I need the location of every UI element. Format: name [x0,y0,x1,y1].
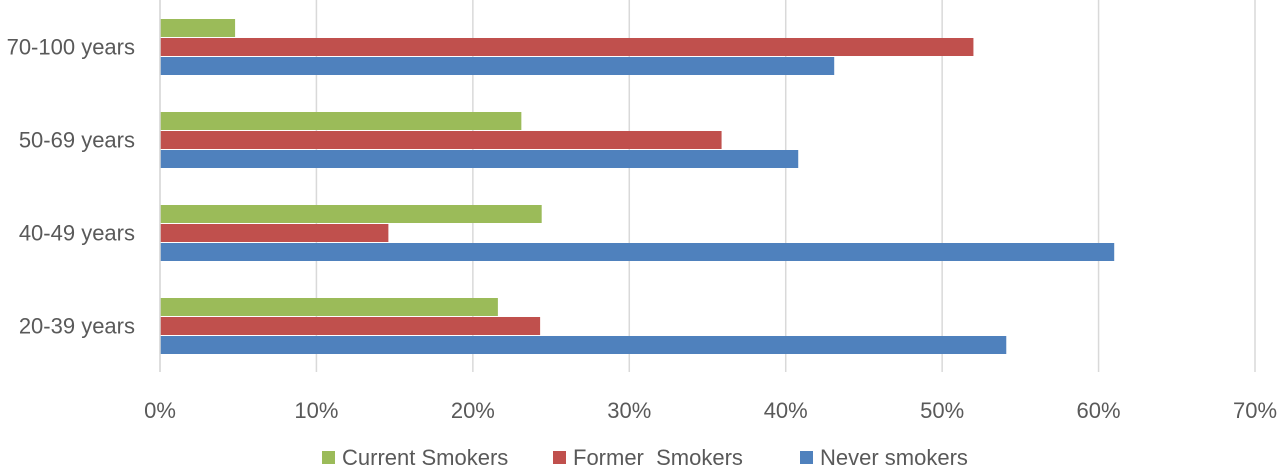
bar-former-smokers [160,224,389,242]
bar-current-smokers [160,298,498,316]
x-tick-label: 70% [1233,398,1277,423]
bar-current-smokers [160,19,236,37]
y-category-label: 20-39 years [19,314,135,339]
bar-never-smokers [160,150,799,168]
x-tick-label: 10% [294,398,338,423]
legend-label: Former Smokers [573,445,743,470]
legend-label: Never smokers [820,445,968,470]
y-category-label: 40-49 years [19,221,135,246]
x-tick-label: 30% [607,398,651,423]
x-tick-label: 50% [920,398,964,423]
y-category-label: 70-100 years [7,35,135,60]
x-tick-label: 40% [764,398,808,423]
bar-never-smokers [160,336,1007,354]
axes: 0% 10% 20% 30% 40% 50% 60% 70% 20-39 years 40-49 … [7,0,1277,423]
legend-swatch [800,451,813,464]
bar-former-smokers [160,317,541,335]
bar-former-smokers [160,131,722,149]
x-tick-label: 20% [451,398,495,423]
bars [160,19,1115,354]
bar-never-smokers [160,57,835,75]
legend-label: Current Smokers [342,445,508,470]
bar-current-smokers [160,205,542,223]
x-tick-label: 60% [1077,398,1121,423]
y-category-label: 50-69 years [19,128,135,153]
x-tick-label: 0% [144,398,176,423]
legend-swatch [322,451,335,464]
legend: Current Smokers Former Smokers Never smoke… [322,445,968,470]
bar-never-smokers [160,243,1115,261]
bar-former-smokers [160,38,974,56]
legend-swatch [553,451,566,464]
bar-current-smokers [160,112,522,130]
